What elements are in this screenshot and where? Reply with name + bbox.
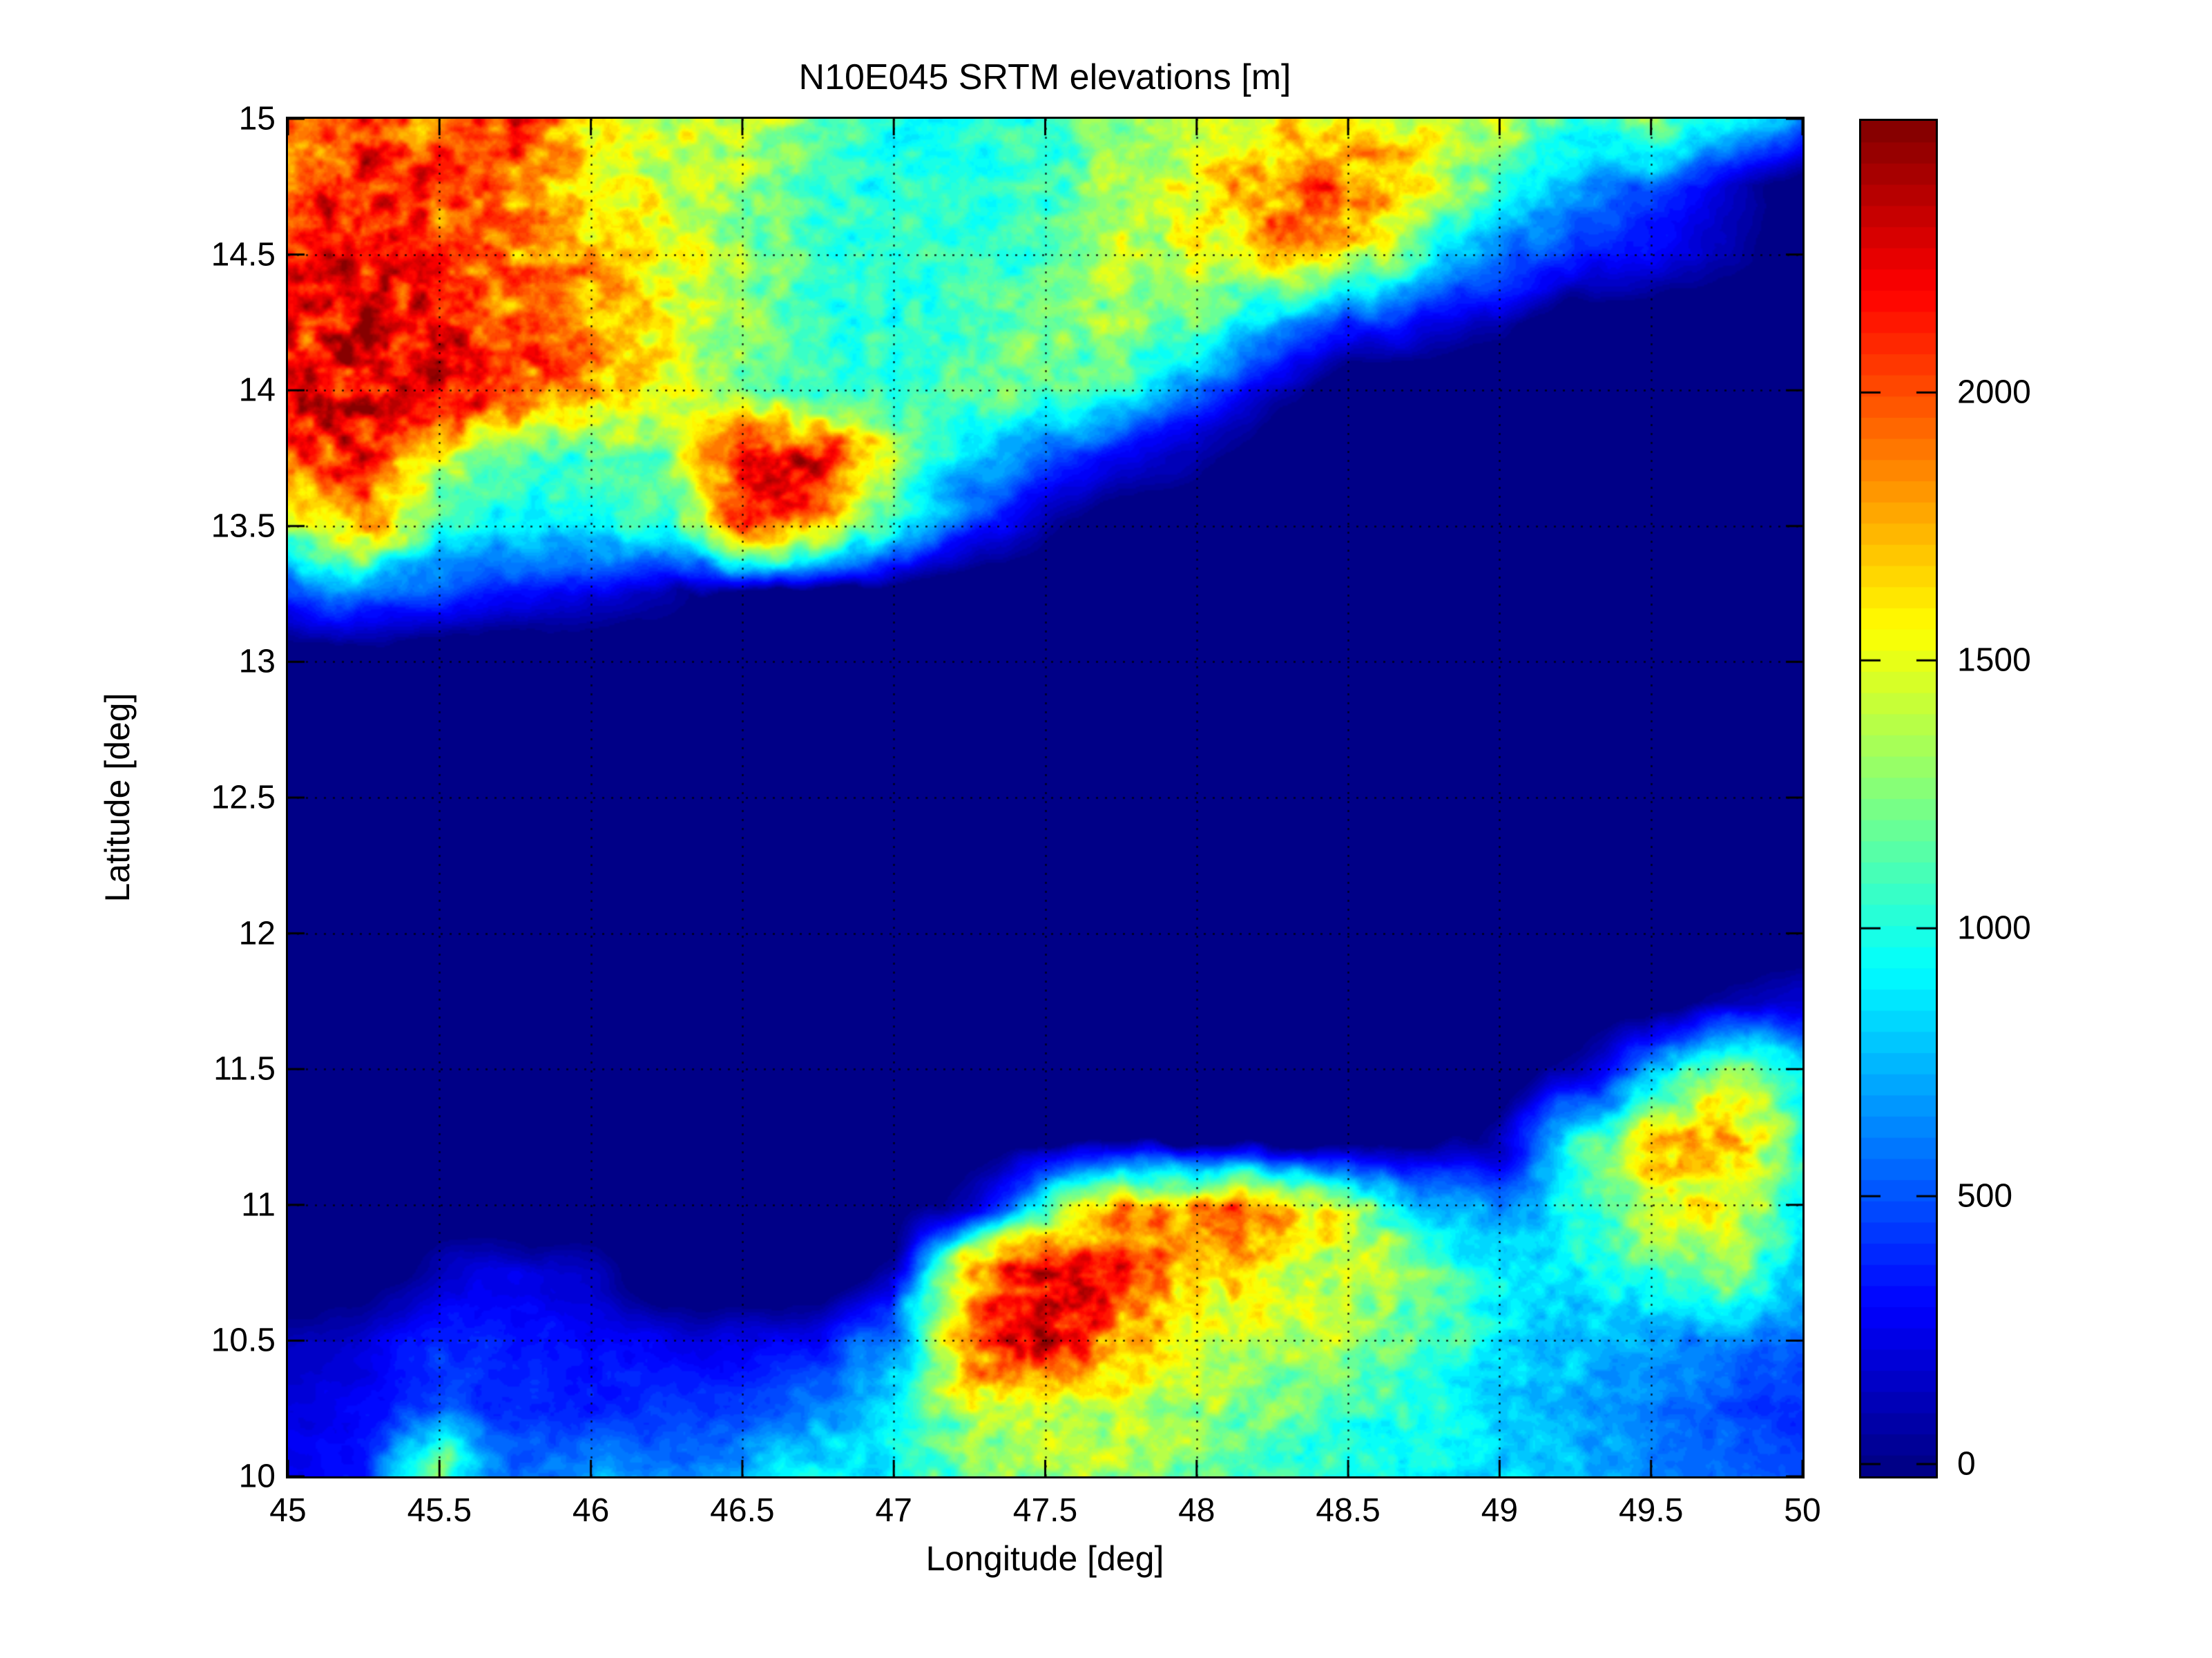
colorbar-tick-label: 1000 — [1957, 909, 2031, 947]
x-tick-label: 48.5 — [1316, 1492, 1381, 1529]
y-tick-label: 11.5 — [213, 1050, 276, 1088]
plot-area — [286, 117, 1805, 1478]
y-tick-label: 12.5 — [211, 779, 276, 816]
y-tick-label: 11 — [241, 1186, 276, 1224]
x-tick-label: 50 — [1784, 1492, 1821, 1529]
y-tick-label: 13 — [238, 643, 276, 680]
x-tick-label: 47 — [875, 1492, 912, 1529]
x-tick-label: 47.5 — [1012, 1492, 1078, 1529]
y-axis-label: Latitude [deg] — [98, 693, 137, 903]
colorbar-canvas — [1861, 121, 1936, 1476]
x-tick-label: 46 — [572, 1492, 610, 1529]
x-tick-label: 45 — [269, 1492, 307, 1529]
x-tick-label: 45.5 — [407, 1492, 472, 1529]
y-tick-label: 12 — [238, 915, 276, 952]
y-tick-label: 10 — [238, 1458, 276, 1495]
y-tick-label: 13.5 — [211, 508, 276, 545]
y-tick-label: 14.5 — [211, 236, 276, 273]
x-tick-label: 46.5 — [710, 1492, 775, 1529]
colorbar-tick-label: 1500 — [1957, 642, 2031, 679]
x-axis-label: Longitude [deg] — [925, 1539, 1164, 1578]
x-tick-label: 49.5 — [1618, 1492, 1684, 1529]
colorbar-tick-label: 2000 — [1957, 374, 2031, 411]
chart-title: N10E045 SRTM elevations [m] — [798, 57, 1291, 97]
y-tick-label: 10.5 — [211, 1322, 276, 1359]
y-tick-label: 15 — [238, 100, 276, 137]
x-tick-label: 49 — [1481, 1492, 1519, 1529]
y-tick-label: 14 — [238, 372, 276, 409]
colorbar-tick-label: 0 — [1957, 1445, 1976, 1483]
x-tick-label: 48 — [1178, 1492, 1215, 1529]
colorbar-tick-label: 500 — [1957, 1177, 2013, 1215]
colorbar — [1859, 119, 1938, 1478]
grid-ticks-overlay-canvas — [288, 119, 1802, 1476]
